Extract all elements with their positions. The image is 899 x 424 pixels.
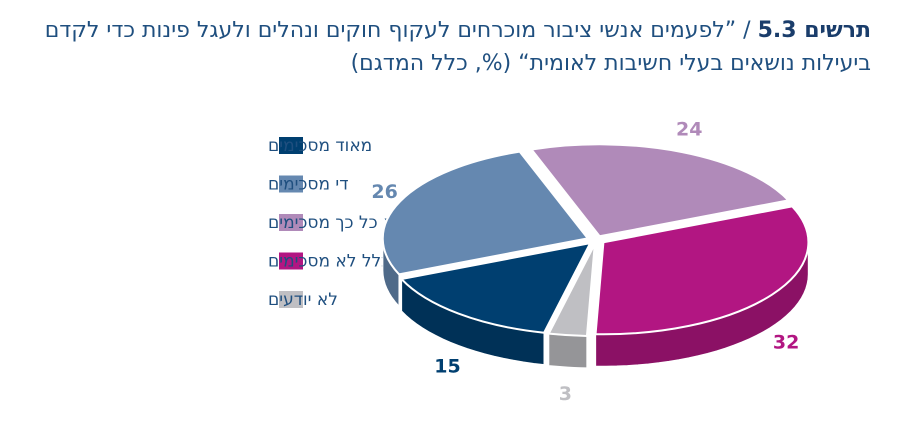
legend-swatch-4 [279, 252, 303, 270]
legend-label-5: לא יודעים [268, 290, 338, 310]
slice-5-top [547, 243, 596, 337]
slice-2-top [381, 150, 589, 276]
value-label-4: 32 [773, 331, 799, 353]
value-label-1: 15 [434, 356, 460, 378]
figure-separator: / [736, 18, 758, 43]
figure-title-text: ”לפעמים אנשי ציבור מוכרחים לעקוף חוקים ו… [44, 18, 871, 76]
pie-value-labels: 15 26 24 32 3 [371, 118, 799, 405]
figure-label: תרשים 5.3 [757, 18, 871, 43]
value-label-2: 26 [371, 181, 397, 203]
slice-4-top [594, 205, 810, 336]
legend-label-1: מאוד מסכימים [268, 136, 372, 156]
legend-label-2: די מסכימים [268, 175, 348, 195]
legend-swatch-5 [279, 291, 303, 308]
chart-legend: מאוד מסכימים די מסכימים לא כל כך מסכימים בכ… [268, 136, 404, 310]
slice-5-side [548, 333, 588, 369]
legend-label-3: לא כל כך מסכימים [268, 213, 404, 233]
pie-slices [381, 143, 810, 337]
legend-swatch-1 [279, 137, 303, 154]
value-label-5: 3 [559, 383, 572, 405]
slice-1-top [400, 242, 592, 334]
slice-3-top [530, 143, 790, 238]
legend-swatch-3 [279, 214, 303, 231]
legend-label-4: בכלל לא מסכימים [268, 252, 400, 272]
legend-swatch-2 [279, 175, 303, 193]
figure-title: תרשים 5.3 / ”לפעמים אנשי ציבור מוכרחים ל… [21, 14, 871, 80]
value-label-3: 24 [676, 118, 702, 140]
